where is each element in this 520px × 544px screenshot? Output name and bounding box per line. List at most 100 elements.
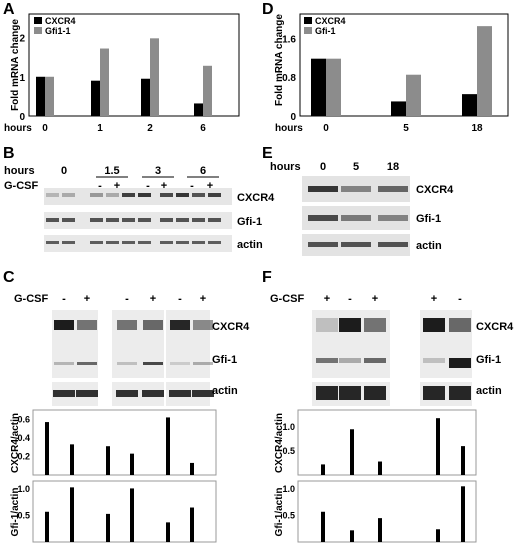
blot-b-row-cxcr4: CXCR4 [237, 192, 275, 204]
chart-a-frame [28, 13, 240, 117]
chart-d-bar-cxcr4-5 [391, 101, 406, 116]
blot-c-sign: + [150, 293, 156, 305]
chart-c-gfi1-bar [130, 488, 134, 542]
blot-f-sign: + [324, 293, 330, 305]
chart-c-cxcr4-ylabel: CXCR4/actin [10, 413, 21, 473]
blot-c-sign: + [200, 293, 206, 305]
blot-b-band-gfi1 [106, 218, 119, 222]
blot-c-band-gfi1 [170, 362, 190, 365]
blot-c-band-actin [116, 390, 138, 397]
chart-c-cxcr4-bar [130, 453, 134, 475]
blot-c-sign: - [62, 293, 66, 305]
blot-b-band-cxcr4 [46, 193, 59, 197]
chart-c-gfi1-frame [32, 480, 217, 543]
blot-b-band-cxcr4 [122, 193, 135, 197]
blot-f-band-actin [449, 386, 471, 400]
panel-label-e: E [262, 145, 273, 162]
blot-b-band-actin [176, 241, 189, 244]
blot-c-band-cxcr4 [143, 320, 163, 330]
chart-f-gfi1-bar [461, 486, 465, 542]
chart-a-bar-cxcr4-2 [141, 78, 150, 116]
chart-f-cxcr4-bar [350, 429, 354, 475]
chart-c-cxcr4-bar [106, 446, 110, 475]
chart-f-cxcr4-frame [297, 409, 477, 476]
blot-f-sign: + [431, 293, 437, 305]
blot-b-hour: 1.5 [104, 165, 119, 177]
blot-f-row-cxcr4: CXCR4 [476, 321, 514, 333]
chart-f-gfi1-ytick: 0.5 [282, 510, 295, 520]
chart-f-gfi1-ylabel: Gfi-1/actin [274, 488, 285, 537]
blot-f-membrane [420, 310, 472, 352]
blot-f-band-actin [339, 386, 361, 400]
blot-b-band-actin [106, 241, 119, 244]
chart-a-legend-swatch [34, 17, 42, 24]
blot-c-band-cxcr4 [54, 320, 74, 330]
blot-e-band-actin [341, 242, 371, 247]
blot-f-band-gfi1 [316, 358, 338, 363]
chart-d-bar-gfi-1-0 [326, 58, 341, 116]
blot-c-sign: + [84, 293, 90, 305]
blot-e-band-cxcr4 [308, 186, 338, 192]
blot-c-sign: - [125, 293, 129, 305]
blot-f-band-gfi1 [449, 358, 471, 368]
blot-f-band-actin [423, 386, 445, 400]
chart-d-ytick: 1.6 [282, 34, 296, 45]
blot-e-hour: 5 [353, 161, 359, 173]
blot-c-membrane [112, 350, 164, 378]
chart-d-legend-swatch [304, 17, 312, 24]
chart-d-legend-label: Gfi-1 [315, 26, 336, 36]
blot-b-hour: 3 [155, 165, 161, 177]
blot-f-band-gfi1 [423, 358, 445, 363]
chart-d-legend-label: CXCR4 [315, 16, 346, 26]
blot-b-band-gfi1 [90, 218, 103, 222]
chart-a-bar-gfi1-1-2 [150, 38, 159, 117]
chart-f-cxcr4-ytick: 0.5 [282, 446, 295, 456]
chart-a-bar-cxcr4-6 [194, 103, 203, 116]
chart-c-cxcr4-bar [45, 422, 49, 475]
chart-f-gfi1-bar [378, 518, 382, 542]
blot-b-sign: + [161, 180, 167, 192]
chart-a-bar-cxcr4-0 [36, 76, 45, 116]
blot-b-band-cxcr4 [138, 193, 151, 197]
blot-e-actin-membrane [302, 234, 410, 256]
chart-c-gfi1-bar [190, 507, 194, 542]
blot-b-cxcr4-membrane [44, 188, 232, 205]
chart-c-gfi1-bar [45, 511, 49, 542]
blot-c-membrane [166, 350, 210, 378]
blot-b-gcsf-label: G-CSF [4, 180, 39, 192]
chart-c-gfi1-ytick: 0.5 [17, 510, 30, 520]
blot-f-band-cxcr4 [339, 318, 361, 332]
chart-f-cxcr4-bar [321, 464, 325, 475]
chart-a-bar-gfi1-1-0 [45, 76, 54, 116]
blot-c-sign: - [178, 293, 182, 305]
blot-b-band-gfi1 [208, 218, 221, 222]
blot-e-band-gfi1 [308, 215, 338, 221]
chart-d-xtick: 0 [323, 123, 329, 134]
chart-f-gfi1-bar [350, 530, 354, 542]
blot-e-band-cxcr4 [378, 186, 408, 192]
blot-f-band-actin [364, 386, 386, 400]
blot-c-membrane [166, 382, 210, 406]
chart-a-ytick: 0 [19, 112, 25, 123]
blot-b-gfi1-membrane [44, 212, 232, 229]
panel-label-a: A [3, 1, 15, 18]
blot-f-band-cxcr4 [316, 318, 338, 332]
blot-e-row-gfi1: Gfi-1 [416, 213, 441, 225]
chart-a-ytick: 1 [19, 73, 25, 84]
chart-c-cxcr4-frame [32, 409, 217, 476]
blot-c-membrane [166, 310, 210, 352]
blot-b-sign: + [207, 180, 213, 192]
blot-c-membrane [112, 310, 164, 352]
blot-f-sign: - [458, 293, 462, 305]
chart-a-legend-label: CXCR4 [45, 16, 76, 26]
blot-b-band-actin [208, 241, 221, 244]
blot-b-sign: - [190, 180, 194, 192]
blot-f-band-gfi1 [364, 358, 386, 363]
chart-a-ytick: 2 [19, 34, 25, 45]
blot-f-membrane [420, 350, 472, 378]
blot-f-gcsf-label: G-CSF [270, 293, 305, 305]
